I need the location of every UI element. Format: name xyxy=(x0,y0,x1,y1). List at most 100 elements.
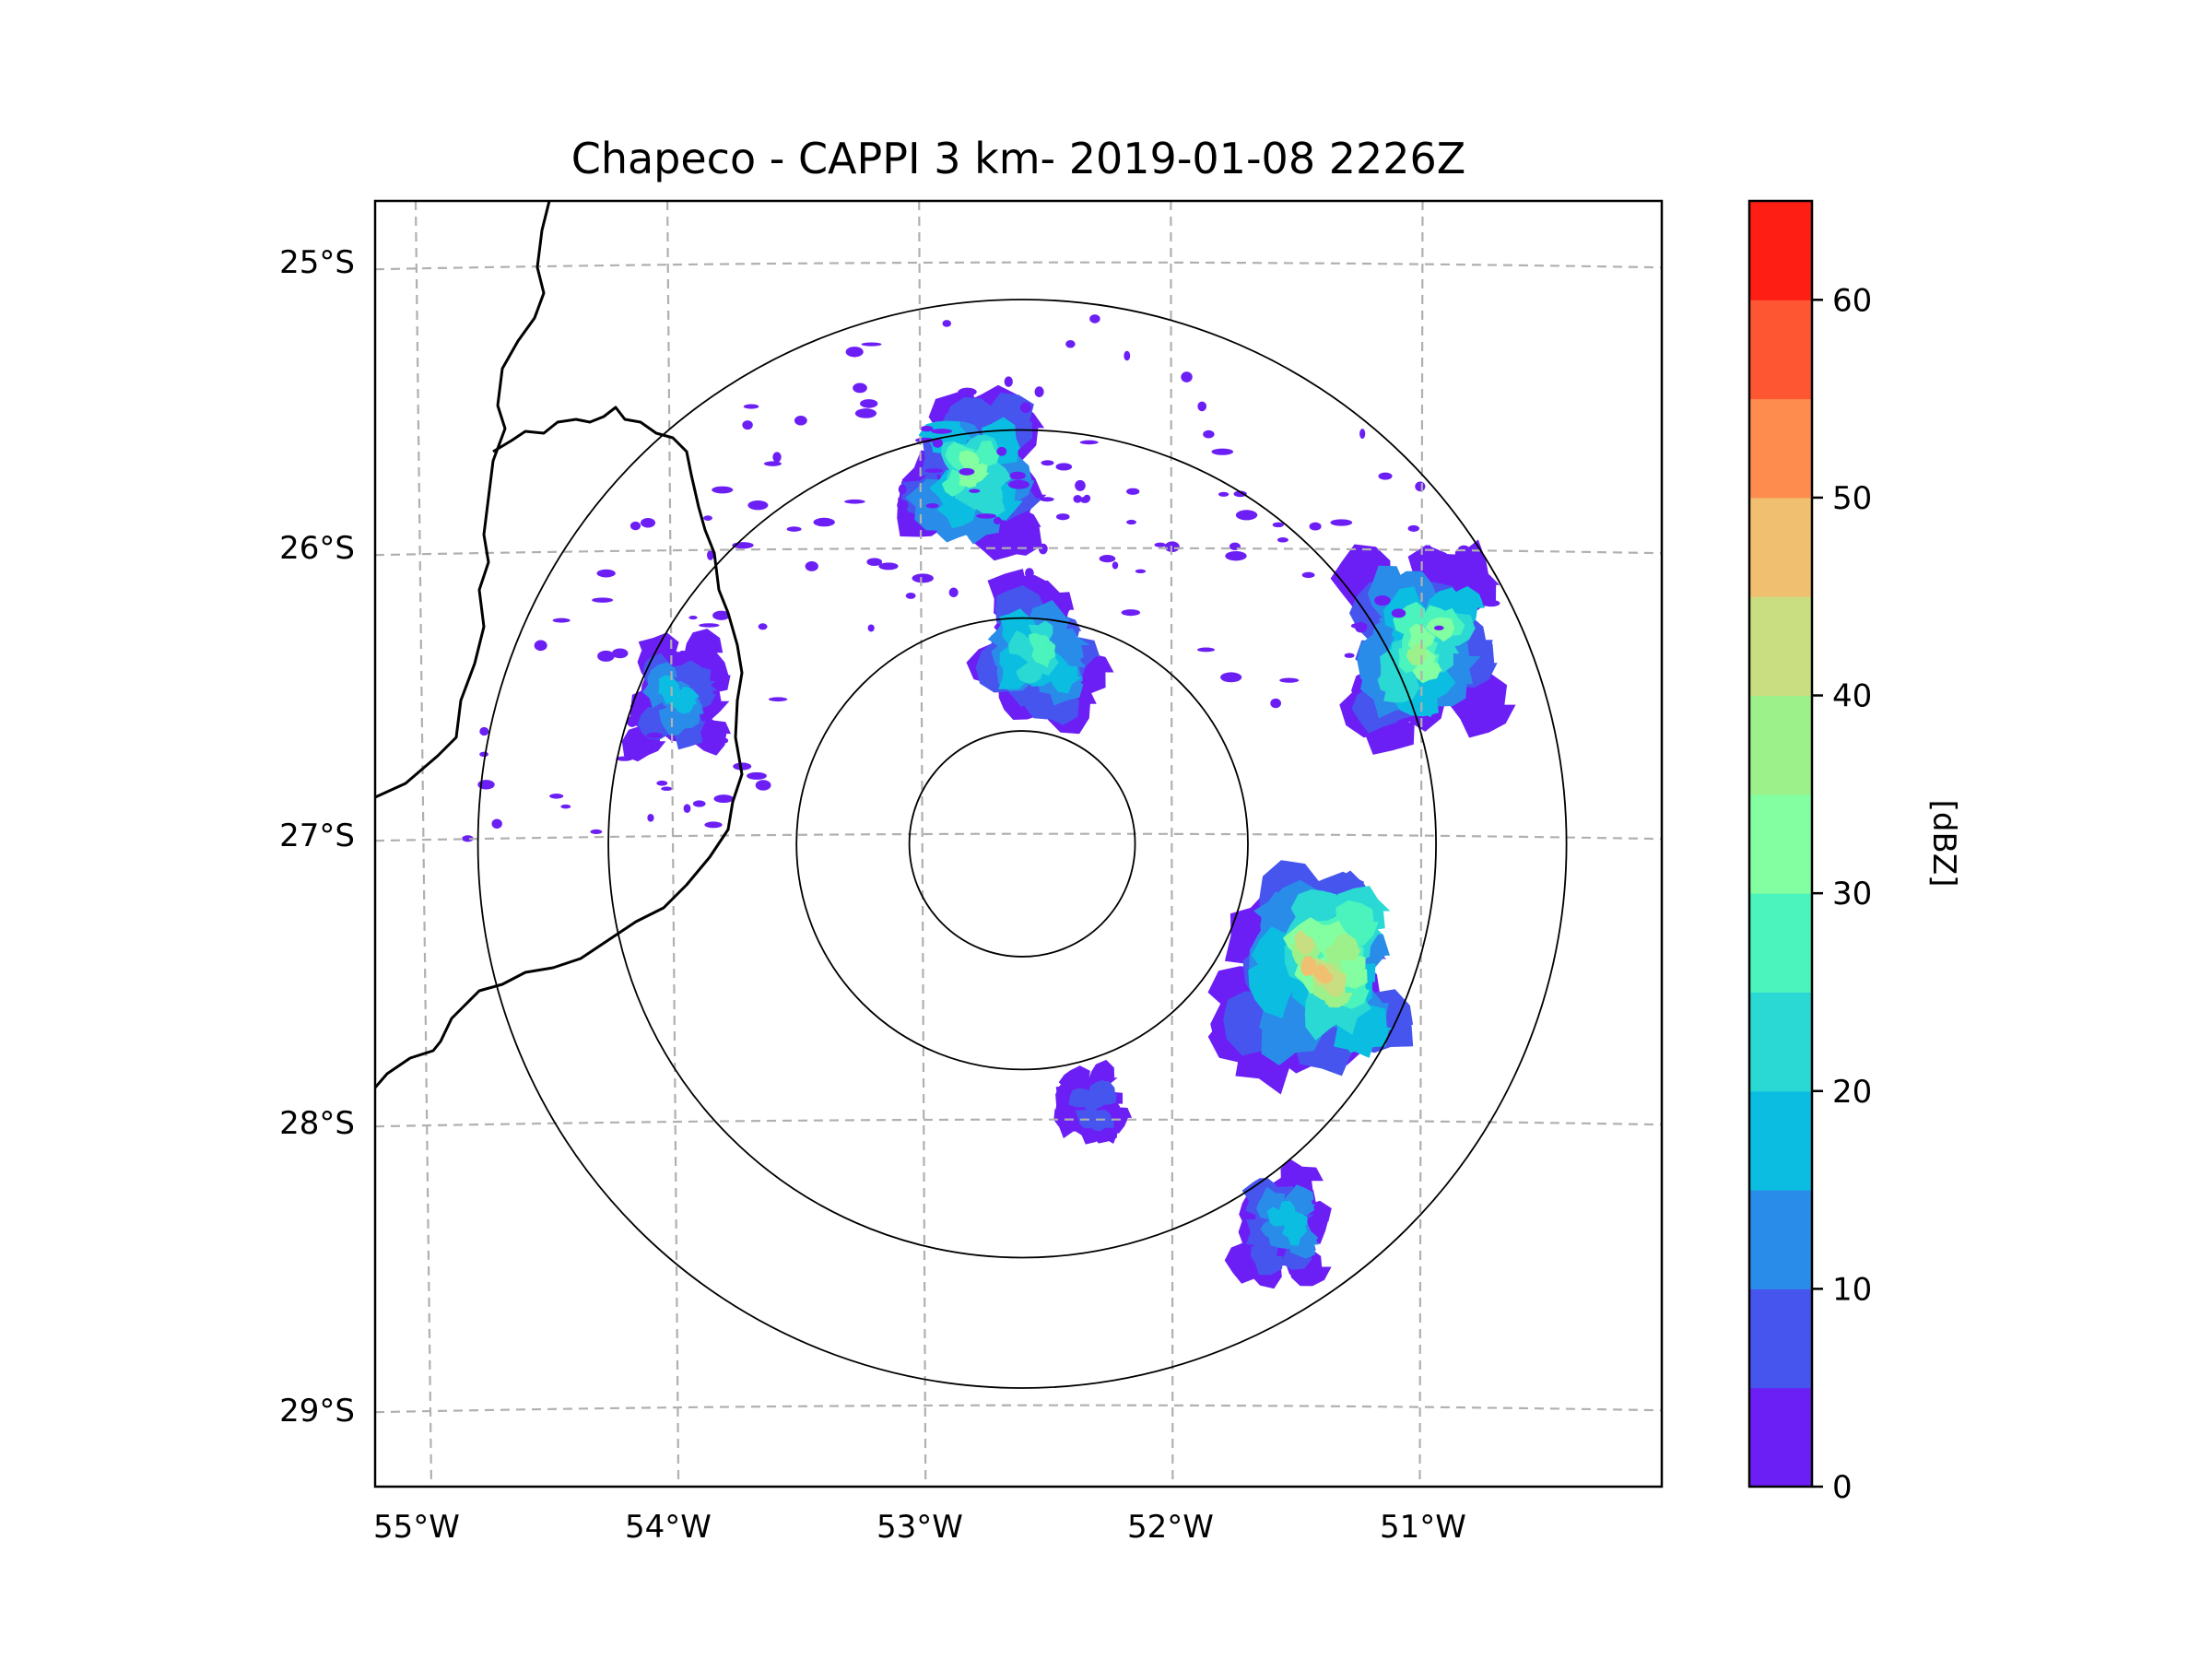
colorbar-segment xyxy=(1749,794,1812,894)
echo-speck xyxy=(1378,472,1393,480)
echo-speck xyxy=(1359,429,1366,440)
echo-speck xyxy=(912,573,934,583)
echo-speck xyxy=(1018,447,1027,457)
echo-speck xyxy=(1013,577,1023,587)
colorbar-tick-label: 40 xyxy=(1832,678,1872,715)
echo-speck xyxy=(813,517,835,527)
echo-speck xyxy=(866,558,883,567)
echo-speck xyxy=(1301,571,1315,579)
echo-speck xyxy=(1079,496,1090,503)
range-ring xyxy=(795,617,1249,1071)
map-background xyxy=(375,201,1662,1487)
echo-speck xyxy=(976,513,997,519)
echo-blob xyxy=(1281,1209,1302,1230)
echo-blob xyxy=(658,675,680,696)
colorbar-tick-label: 0 xyxy=(1832,1469,1853,1506)
echo-speck xyxy=(931,429,953,434)
echo-cell xyxy=(966,569,1114,735)
chart-title: Chapeco - CAPPI 3 km- 2019-01-08 2226Z xyxy=(571,134,1466,183)
echo-speck xyxy=(1009,471,1026,480)
echo-speck xyxy=(707,549,714,560)
echo-speck xyxy=(768,697,788,702)
echo-speck xyxy=(1007,479,1030,489)
echo-speck xyxy=(898,484,907,495)
echo-speck xyxy=(1415,481,1426,492)
echo-speck xyxy=(1040,589,1053,596)
echo-speck xyxy=(958,387,977,396)
echo-speck xyxy=(683,804,691,814)
echo-speck xyxy=(1277,537,1288,543)
echo-blob xyxy=(1008,629,1031,659)
echo-speck xyxy=(647,813,654,822)
echo-speck xyxy=(1065,339,1076,348)
echo-speck xyxy=(646,732,663,739)
echo-speck xyxy=(590,829,603,835)
x-tick-label: 51°W xyxy=(1380,1509,1466,1546)
echo-speck xyxy=(692,800,706,807)
echo-speck xyxy=(1004,376,1013,387)
echo-speck xyxy=(1225,550,1247,561)
echo-speck xyxy=(1218,491,1230,497)
echo-speck xyxy=(1407,524,1419,532)
echo-speck xyxy=(1041,460,1054,466)
echo-speck xyxy=(878,562,899,571)
echo-blob xyxy=(1294,929,1316,956)
echo-speck xyxy=(772,452,782,463)
echo-speck xyxy=(1482,599,1500,607)
echo-blob xyxy=(1320,971,1347,997)
echo-speck xyxy=(993,517,1002,524)
echo-speck xyxy=(627,716,638,727)
echo-speck xyxy=(861,342,882,347)
colorbar-segment xyxy=(1749,893,1812,993)
colorbar-tick-label: 50 xyxy=(1832,480,1872,517)
echo-speck xyxy=(905,592,916,599)
echo-speck xyxy=(1034,386,1044,398)
echo-speck xyxy=(1040,497,1054,502)
echo-speck xyxy=(1279,677,1300,683)
echo-speck xyxy=(677,650,688,662)
echo-speck xyxy=(755,780,771,791)
echo-speck xyxy=(1211,448,1234,455)
echo-blob xyxy=(1093,1081,1117,1105)
echo-speck xyxy=(996,446,1007,456)
echo-speck xyxy=(1135,569,1147,574)
y-tick-label: 27°S xyxy=(279,818,355,854)
echo-speck xyxy=(703,740,719,746)
echo-blob xyxy=(677,694,698,714)
echo-speck xyxy=(703,515,712,521)
echo-speck xyxy=(1112,561,1119,570)
echo-speck xyxy=(1197,401,1207,412)
parallel-line xyxy=(375,261,1662,271)
echo-speck xyxy=(1270,698,1282,709)
echo-speck xyxy=(712,486,734,494)
colorbar-tick-label: 30 xyxy=(1832,876,1872,912)
echo-speck xyxy=(932,438,943,448)
echo-speck xyxy=(844,499,865,504)
echo-speck xyxy=(616,756,633,761)
echo-speck xyxy=(1121,609,1141,617)
echo-speck xyxy=(853,382,867,394)
colorbar-segment xyxy=(1749,992,1812,1092)
echo-blob xyxy=(1029,632,1051,653)
colorbar-segment xyxy=(1749,300,1812,400)
echo-speck xyxy=(1330,519,1353,526)
echo-speck xyxy=(1099,555,1116,563)
echo-speck xyxy=(854,408,877,418)
range-ring xyxy=(908,730,1136,958)
echo-layer xyxy=(462,314,1516,1289)
echo-speck xyxy=(743,404,759,409)
echo-speck xyxy=(713,794,734,804)
graticule xyxy=(375,201,1662,1487)
echo-blob xyxy=(1068,1088,1094,1108)
echo-speck xyxy=(1391,608,1406,618)
echo-blob xyxy=(1324,933,1361,961)
meridian-line xyxy=(666,201,680,1487)
echo-speck xyxy=(611,648,629,659)
echo-speck xyxy=(699,623,720,628)
colorbar-segment xyxy=(1749,1288,1812,1389)
y-tick-label: 25°S xyxy=(279,244,355,281)
echo-speck xyxy=(1220,672,1242,683)
y-tick-label: 26°S xyxy=(279,530,355,567)
echo-speck xyxy=(1197,647,1215,653)
